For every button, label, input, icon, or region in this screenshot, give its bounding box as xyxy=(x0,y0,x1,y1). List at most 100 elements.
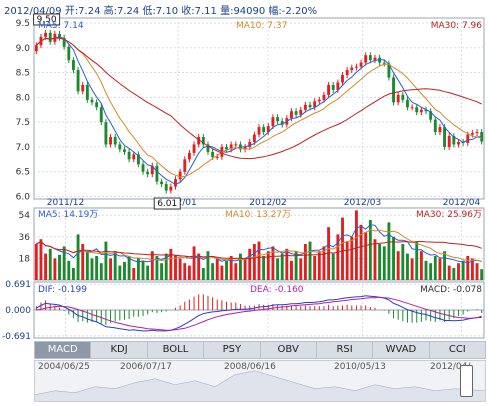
volume-bar[interactable] xyxy=(155,256,159,280)
candle[interactable] xyxy=(206,144,210,152)
volume-bar[interactable] xyxy=(303,244,307,280)
volume-bar[interactable] xyxy=(252,244,256,280)
tab-rsi[interactable]: RSI xyxy=(317,342,374,358)
candle[interactable] xyxy=(197,137,201,145)
candle[interactable] xyxy=(280,121,284,125)
volume-bar[interactable] xyxy=(174,256,177,280)
candle[interactable] xyxy=(317,99,321,102)
volume-bar[interactable] xyxy=(276,258,279,280)
volume-bar[interactable] xyxy=(109,258,112,280)
volume-bar[interactable] xyxy=(280,253,284,280)
volume-bar[interactable] xyxy=(136,258,140,280)
candle[interactable] xyxy=(76,70,80,92)
candle[interactable] xyxy=(34,45,38,52)
volume-bar[interactable] xyxy=(234,263,238,280)
volume-bar[interactable] xyxy=(178,258,182,280)
volume-bar[interactable] xyxy=(373,239,377,280)
volume-bar[interactable] xyxy=(71,268,75,280)
volume-bar[interactable] xyxy=(392,236,395,280)
tab-psy[interactable]: PSY xyxy=(204,342,261,358)
candle[interactable] xyxy=(452,136,456,145)
candle[interactable] xyxy=(336,82,340,90)
candle[interactable] xyxy=(141,164,145,172)
volume-bar[interactable] xyxy=(187,265,191,280)
candle[interactable] xyxy=(262,127,266,133)
candle[interactable] xyxy=(359,62,363,67)
volume-bar[interactable] xyxy=(248,248,252,280)
candle[interactable] xyxy=(71,60,75,71)
volume-bar[interactable] xyxy=(299,258,303,280)
candle[interactable] xyxy=(438,127,442,133)
volume-bar[interactable] xyxy=(294,251,298,280)
candle[interactable] xyxy=(308,104,312,108)
volume-bar[interactable] xyxy=(39,239,43,280)
candle[interactable] xyxy=(118,144,122,150)
candle[interactable] xyxy=(364,55,368,63)
candle[interactable] xyxy=(470,133,474,135)
candle[interactable] xyxy=(127,151,131,160)
candle[interactable] xyxy=(234,144,238,146)
candle[interactable] xyxy=(354,66,358,68)
candle[interactable] xyxy=(475,132,479,134)
timeline-navigator[interactable] xyxy=(34,360,486,402)
volume-bar[interactable] xyxy=(183,263,187,280)
volume-bar[interactable] xyxy=(378,244,382,280)
volume-bar[interactable] xyxy=(447,265,451,280)
candle[interactable] xyxy=(192,144,196,153)
volume-bar[interactable] xyxy=(141,260,145,280)
volume-bar[interactable] xyxy=(62,246,66,280)
volume-bar[interactable] xyxy=(350,236,354,280)
candle[interactable] xyxy=(429,111,433,120)
candle[interactable] xyxy=(183,159,187,172)
candle[interactable] xyxy=(132,154,136,160)
candle[interactable] xyxy=(169,186,173,191)
candle[interactable] xyxy=(466,134,470,143)
candle[interactable] xyxy=(99,107,103,123)
candle[interactable] xyxy=(252,134,256,142)
candle[interactable] xyxy=(104,122,108,145)
volume-bar[interactable] xyxy=(470,258,474,280)
candle[interactable] xyxy=(123,149,126,152)
candle[interactable] xyxy=(155,165,159,182)
candle[interactable] xyxy=(345,70,349,76)
volume-bar[interactable] xyxy=(44,253,48,280)
volume-bar[interactable] xyxy=(364,232,368,280)
volume-bar[interactable] xyxy=(359,224,363,280)
candle[interactable] xyxy=(443,127,447,147)
volume-bar[interactable] xyxy=(257,241,261,280)
candle[interactable] xyxy=(368,55,372,61)
tab-obv[interactable]: OBV xyxy=(261,342,317,358)
candle[interactable] xyxy=(299,109,303,115)
volume-bar[interactable] xyxy=(345,241,349,280)
volume-bar[interactable] xyxy=(336,234,340,280)
volume-bar[interactable] xyxy=(429,263,433,280)
volume-bar[interactable] xyxy=(290,260,293,280)
candle[interactable] xyxy=(160,181,164,185)
volume-bar[interactable] xyxy=(104,241,108,280)
candle[interactable] xyxy=(215,156,219,158)
candle[interactable] xyxy=(327,84,331,95)
volume-bar[interactable] xyxy=(150,251,154,280)
volume-bar[interactable] xyxy=(410,258,414,280)
candle[interactable] xyxy=(331,84,335,90)
candle[interactable] xyxy=(62,37,66,47)
volume-bar[interactable] xyxy=(243,258,247,280)
volume-bar[interactable] xyxy=(118,265,122,280)
tab-kdj[interactable]: KDJ xyxy=(91,342,148,358)
volume-bar[interactable] xyxy=(53,258,57,280)
volume-bar[interactable] xyxy=(341,217,344,280)
volume-bar[interactable] xyxy=(146,265,150,280)
volume-bar[interactable] xyxy=(387,222,391,280)
candle[interactable] xyxy=(424,109,428,112)
candle[interactable] xyxy=(276,117,279,122)
candle[interactable] xyxy=(85,84,89,100)
candle[interactable] xyxy=(313,101,317,108)
volume-bar[interactable] xyxy=(67,260,71,280)
volume-bar[interactable] xyxy=(285,248,289,280)
candle[interactable] xyxy=(392,77,395,103)
volume-bar[interactable] xyxy=(211,263,215,280)
volume-bar[interactable] xyxy=(215,258,219,280)
tab-macd[interactable]: MACD xyxy=(35,342,92,358)
volume-bar[interactable] xyxy=(76,234,80,280)
